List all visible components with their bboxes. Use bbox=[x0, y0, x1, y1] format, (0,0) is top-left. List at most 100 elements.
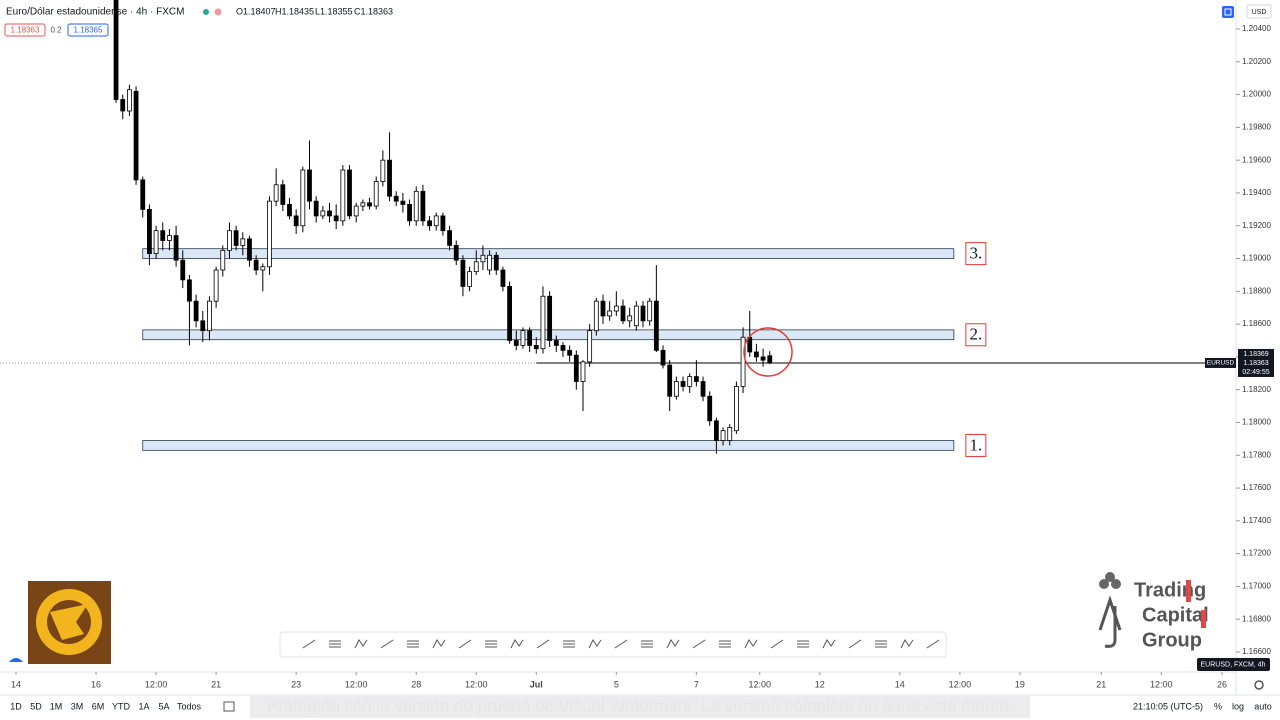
zone bbox=[142, 440, 955, 451]
buy-button[interactable] bbox=[67, 23, 109, 37]
clock: 21:10:05 (UTC-5) bbox=[1133, 701, 1203, 711]
range-button[interactable]: 6M bbox=[92, 701, 105, 711]
logo-mark bbox=[1098, 595, 1122, 648]
candle-body bbox=[413, 190, 419, 222]
zone-label-box bbox=[965, 323, 987, 347]
zone-label-box bbox=[965, 242, 987, 266]
tool-icon[interactable] bbox=[329, 640, 341, 648]
tool-icon[interactable] bbox=[848, 639, 862, 649]
candle-body bbox=[620, 305, 626, 322]
tool-icon[interactable] bbox=[692, 639, 706, 649]
x-tick-label: 12:00 bbox=[1150, 679, 1173, 689]
range-button[interactable]: 5A bbox=[158, 701, 169, 711]
sell-button[interactable] bbox=[4, 23, 46, 37]
price-tag: 1.18363 bbox=[1243, 360, 1268, 367]
candle-body bbox=[147, 208, 152, 255]
candle-body bbox=[653, 300, 659, 351]
range-button[interactable]: 5D bbox=[30, 701, 42, 711]
candle-body bbox=[587, 330, 593, 363]
candle-body bbox=[680, 381, 686, 387]
tool-icon[interactable] bbox=[641, 640, 653, 648]
candle-body bbox=[593, 300, 599, 332]
tool-icon[interactable] bbox=[563, 640, 575, 648]
candle-body bbox=[293, 215, 299, 227]
scale-option[interactable]: % bbox=[1214, 701, 1222, 711]
price-tag: 1.18369 bbox=[1243, 351, 1268, 358]
candle-body bbox=[353, 205, 359, 217]
x-tick-label: 12:00 bbox=[145, 679, 168, 689]
y-tick-label: 1.17400 bbox=[1242, 516, 1271, 525]
tool-icon[interactable] bbox=[797, 640, 809, 648]
y-tick-label: 1.19400 bbox=[1242, 188, 1271, 197]
candle-body bbox=[333, 215, 339, 222]
maximize-icon[interactable] bbox=[1222, 6, 1234, 18]
tool-icon[interactable] bbox=[822, 639, 836, 649]
tool-glyph bbox=[770, 639, 784, 649]
tool-icon[interactable] bbox=[926, 639, 940, 649]
currency-button[interactable] bbox=[1246, 4, 1272, 19]
series-tag: EURUSD, FXCM, 4h bbox=[1201, 661, 1266, 668]
x-tick-label: 12:00 bbox=[748, 679, 771, 689]
candle-body bbox=[220, 249, 226, 271]
tool-icon[interactable] bbox=[302, 639, 316, 649]
candle-body bbox=[367, 202, 372, 207]
tool-glyph bbox=[510, 639, 524, 649]
tool-icon[interactable] bbox=[900, 639, 914, 649]
range-button[interactable]: 3M bbox=[71, 701, 84, 711]
date-range-icon[interactable] bbox=[223, 701, 235, 712]
tool-icon[interactable] bbox=[666, 639, 680, 649]
tool-icon[interactable] bbox=[588, 639, 602, 649]
currency: USD bbox=[1252, 9, 1267, 16]
tool-icon[interactable] bbox=[458, 639, 472, 649]
toolbar-icons bbox=[302, 639, 940, 649]
range-button[interactable]: 1M bbox=[50, 701, 63, 711]
candle-body bbox=[660, 349, 666, 366]
candle-body bbox=[493, 254, 499, 271]
candle-body bbox=[540, 295, 546, 350]
candle-body bbox=[487, 254, 492, 271]
candle-body bbox=[720, 430, 726, 441]
tool-icon[interactable] bbox=[432, 639, 446, 649]
x-tick-label: 12:00 bbox=[465, 679, 488, 689]
settings-icon[interactable] bbox=[1254, 680, 1264, 690]
tool-icon[interactable] bbox=[485, 640, 497, 648]
watermark: Protegido con la versión de prueba de Vi… bbox=[267, 696, 1014, 715]
tool-icon[interactable] bbox=[719, 640, 731, 648]
candle-body bbox=[267, 200, 272, 268]
scale-option[interactable]: auto bbox=[1254, 701, 1272, 711]
logo-candle bbox=[1201, 610, 1206, 628]
candle-body bbox=[180, 259, 186, 281]
tool-icon[interactable] bbox=[536, 639, 550, 649]
tool-icon[interactable] bbox=[770, 639, 784, 649]
candle-body bbox=[340, 169, 346, 222]
candle-body bbox=[553, 340, 559, 346]
candle-body bbox=[733, 386, 739, 432]
candle-body bbox=[327, 210, 332, 217]
candle-body bbox=[167, 235, 172, 241]
tool-icon[interactable] bbox=[510, 639, 524, 649]
zone-label: 3. bbox=[969, 244, 982, 263]
scale-option[interactable]: log bbox=[1232, 701, 1244, 711]
range-button[interactable]: 1A bbox=[138, 701, 149, 711]
symbol-title: Euro/Dólar estadounidense · 4h · FXCM bbox=[6, 7, 184, 18]
tool-icon[interactable] bbox=[744, 639, 758, 649]
y-tick-label: 1.16600 bbox=[1242, 647, 1271, 656]
tool-icon[interactable] bbox=[380, 639, 394, 649]
tool-icon[interactable] bbox=[614, 639, 628, 649]
tool-icon[interactable] bbox=[354, 639, 368, 649]
candle-body bbox=[580, 361, 586, 382]
range-button[interactable]: Todos bbox=[177, 701, 202, 711]
candle-body bbox=[260, 266, 266, 271]
tool-glyph bbox=[302, 639, 316, 649]
tool-icon[interactable] bbox=[407, 640, 419, 648]
candle-body bbox=[140, 179, 146, 210]
range-button[interactable]: 1D bbox=[10, 701, 22, 711]
price-tag-bg bbox=[1238, 348, 1274, 359]
candle-body bbox=[547, 295, 553, 341]
tool-icon[interactable] bbox=[875, 640, 887, 648]
candle-body bbox=[120, 99, 126, 112]
candle-body bbox=[727, 426, 733, 441]
logo-club bbox=[1105, 572, 1115, 582]
range-button[interactable]: YTD bbox=[112, 701, 131, 711]
